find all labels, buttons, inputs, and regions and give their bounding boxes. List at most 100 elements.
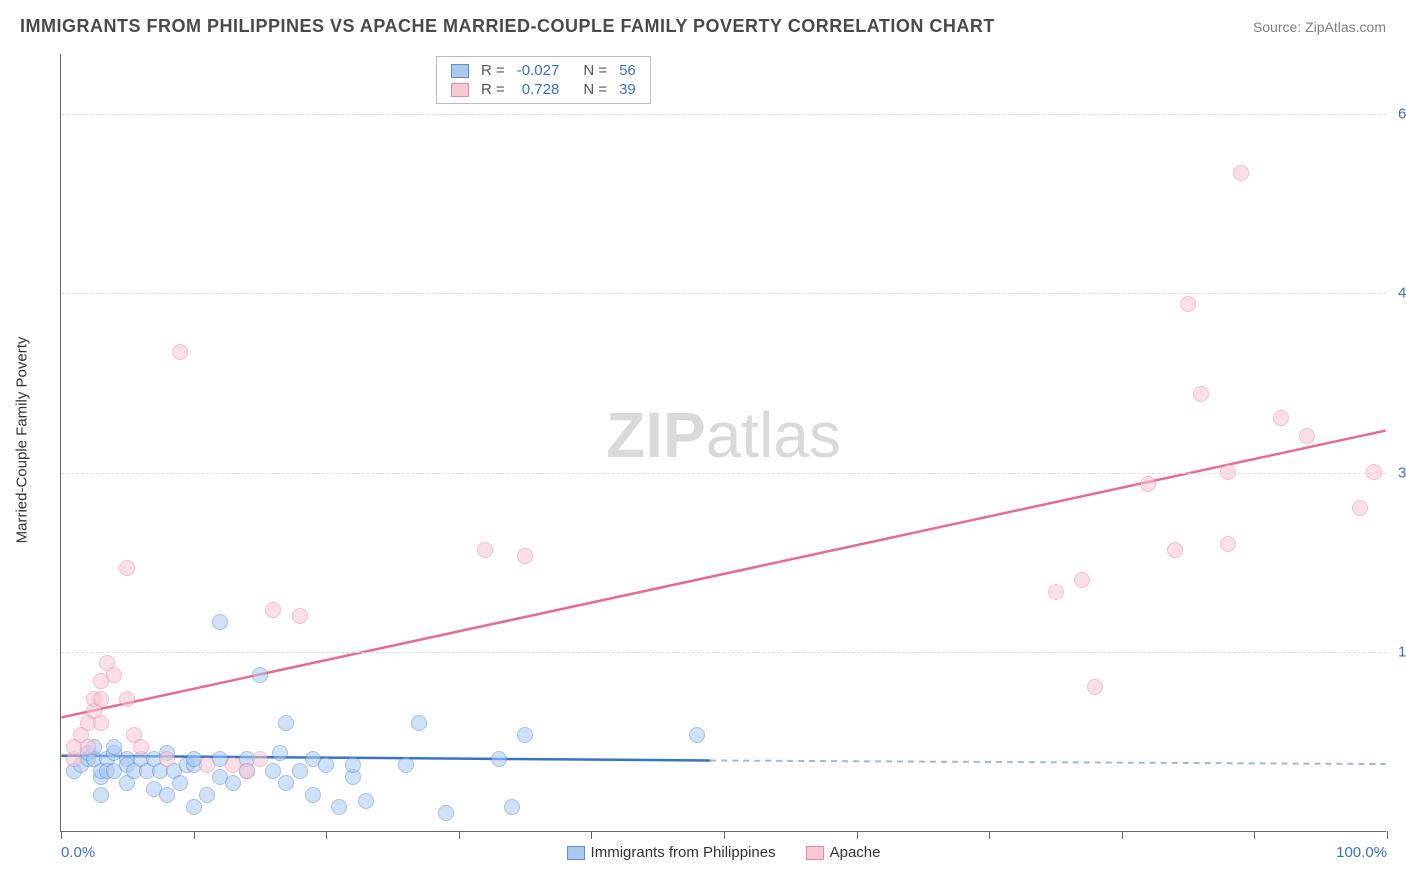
data-point-apache bbox=[80, 739, 96, 755]
legend-swatch-philippines bbox=[567, 846, 585, 860]
r-label: R = bbox=[475, 61, 511, 80]
data-point-philippines bbox=[318, 757, 334, 773]
scatter-points bbox=[61, 54, 1386, 831]
data-point-apache bbox=[119, 691, 135, 707]
x-tick-label: 100.0% bbox=[1336, 844, 1387, 861]
data-point-apache bbox=[93, 691, 109, 707]
data-point-philippines bbox=[265, 763, 281, 779]
x-tick-label: 0.0% bbox=[61, 844, 95, 861]
data-point-philippines bbox=[345, 757, 361, 773]
data-point-apache bbox=[1220, 536, 1236, 552]
data-point-philippines bbox=[93, 787, 109, 803]
gridline bbox=[61, 114, 1386, 115]
data-point-philippines bbox=[172, 775, 188, 791]
correlation-legend: R =-0.027 N =56 R =0.728 N =39 bbox=[436, 56, 651, 104]
y-axis-label: Married-Couple Family Poverty bbox=[14, 337, 31, 544]
data-point-apache bbox=[1352, 500, 1368, 516]
n-value-apache: 39 bbox=[613, 80, 642, 99]
data-point-apache bbox=[93, 715, 109, 731]
x-tick bbox=[1387, 831, 1388, 839]
legend-item-apache: Apache bbox=[806, 844, 881, 861]
x-tick bbox=[194, 831, 195, 839]
legend-item-philippines: Immigrants from Philippines bbox=[567, 844, 776, 861]
legend-stat-row-apache: R =0.728 N =39 bbox=[445, 80, 642, 99]
data-point-apache bbox=[1074, 572, 1090, 588]
legend-label-philippines: Immigrants from Philippines bbox=[591, 844, 776, 861]
chart-title: IMMIGRANTS FROM PHILIPPINES VS APACHE MA… bbox=[20, 16, 995, 37]
data-point-apache bbox=[1180, 296, 1196, 312]
data-point-philippines bbox=[159, 787, 175, 803]
gridline bbox=[61, 293, 1386, 294]
data-point-apache bbox=[1193, 386, 1209, 402]
n-label: N = bbox=[577, 80, 613, 99]
data-point-apache bbox=[172, 344, 188, 360]
y-tick-label: 45.0% bbox=[1390, 285, 1406, 302]
data-point-philippines bbox=[225, 775, 241, 791]
data-point-philippines bbox=[358, 793, 374, 809]
r-value-philippines: -0.027 bbox=[511, 61, 566, 80]
data-point-apache bbox=[159, 751, 175, 767]
data-point-apache bbox=[239, 763, 255, 779]
x-tick bbox=[61, 831, 62, 839]
data-point-philippines bbox=[199, 787, 215, 803]
data-point-philippines bbox=[186, 799, 202, 815]
data-point-apache bbox=[1299, 428, 1315, 444]
x-tick bbox=[1254, 831, 1255, 839]
data-point-philippines bbox=[411, 715, 427, 731]
data-point-apache bbox=[1233, 165, 1249, 181]
data-point-philippines bbox=[398, 757, 414, 773]
x-tick bbox=[591, 831, 592, 839]
r-value-apache: 0.728 bbox=[511, 80, 566, 99]
y-tick-label: 60.0% bbox=[1390, 105, 1406, 122]
data-point-philippines bbox=[438, 805, 454, 821]
legend-label-apache: Apache bbox=[830, 844, 881, 861]
r-label: R = bbox=[475, 80, 511, 99]
source-label: Source: ZipAtlas.com bbox=[1253, 19, 1386, 35]
x-tick bbox=[857, 831, 858, 839]
data-point-philippines bbox=[278, 715, 294, 731]
n-value-philippines: 56 bbox=[613, 61, 642, 80]
series-legend: Immigrants from Philippines Apache bbox=[567, 844, 881, 861]
data-point-apache bbox=[252, 751, 268, 767]
data-point-apache bbox=[265, 602, 281, 618]
data-point-philippines bbox=[292, 763, 308, 779]
x-tick bbox=[989, 831, 990, 839]
x-tick bbox=[326, 831, 327, 839]
legend-swatch-apache bbox=[806, 846, 824, 860]
data-point-apache bbox=[199, 757, 215, 773]
data-point-apache bbox=[292, 608, 308, 624]
data-point-apache bbox=[1087, 679, 1103, 695]
gridline bbox=[61, 473, 1386, 474]
y-tick-label: 30.0% bbox=[1390, 464, 1406, 481]
x-tick bbox=[1122, 831, 1123, 839]
data-point-apache bbox=[1273, 410, 1289, 426]
data-point-philippines bbox=[272, 745, 288, 761]
data-point-philippines bbox=[689, 727, 705, 743]
legend-swatch-philippines bbox=[451, 64, 469, 78]
data-point-apache bbox=[1167, 542, 1183, 558]
data-point-philippines bbox=[212, 614, 228, 630]
data-point-apache bbox=[517, 548, 533, 564]
data-point-philippines bbox=[278, 775, 294, 791]
legend-stat-row-philippines: R =-0.027 N =56 bbox=[445, 61, 642, 80]
data-point-apache bbox=[119, 560, 135, 576]
x-tick bbox=[459, 831, 460, 839]
x-tick bbox=[724, 831, 725, 839]
data-point-philippines bbox=[106, 739, 122, 755]
data-point-philippines bbox=[305, 787, 321, 803]
data-point-philippines bbox=[517, 727, 533, 743]
n-label: N = bbox=[577, 61, 613, 80]
data-point-apache bbox=[133, 739, 149, 755]
data-point-apache bbox=[106, 667, 122, 683]
data-point-philippines bbox=[491, 751, 507, 767]
data-point-philippines bbox=[504, 799, 520, 815]
gridline bbox=[61, 652, 1386, 653]
data-point-apache bbox=[1048, 584, 1064, 600]
chart-plot-area: ZIPatlas R =-0.027N =56R =0.728N =39 Imm… bbox=[60, 54, 1386, 832]
data-point-apache bbox=[477, 542, 493, 558]
y-tick-label: 15.0% bbox=[1390, 644, 1406, 661]
data-point-apache bbox=[1140, 476, 1156, 492]
data-point-philippines bbox=[252, 667, 268, 683]
legend-swatch-apache bbox=[451, 83, 469, 97]
data-point-philippines bbox=[331, 799, 347, 815]
